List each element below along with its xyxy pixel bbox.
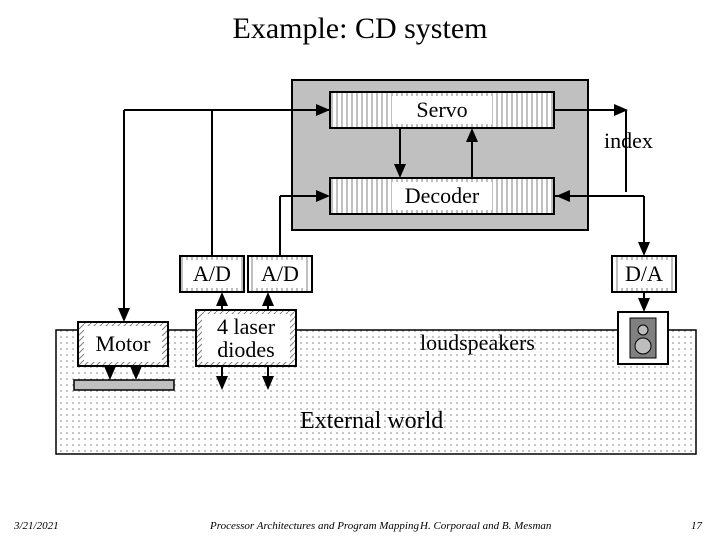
ad1-box-label: A/D xyxy=(180,256,244,292)
footer-page: 17 xyxy=(691,520,702,532)
decoder-box-label: Decoder xyxy=(330,178,554,214)
diodes-box-label: 4 laser diodes xyxy=(196,310,296,366)
footer-date: 3/21/2021 xyxy=(14,520,59,532)
motor-box-label: Motor xyxy=(78,322,168,366)
servo-box-label: Servo xyxy=(330,92,554,128)
external-world-label: External world xyxy=(300,408,443,435)
diodes-line1: 4 laser xyxy=(217,315,275,338)
loudspeakers-label: loudspeakers xyxy=(420,330,535,356)
index-label: index xyxy=(604,128,653,154)
footer-center: Processor Architectures and Program Mapp… xyxy=(210,520,419,532)
ad2-box-label: A/D xyxy=(248,256,312,292)
slide: Example: CD system Servo Decoder A/D A/D xyxy=(0,0,720,540)
footer-author: H. Corporaal and B. Mesman xyxy=(420,520,551,532)
da-box-label: D/A xyxy=(612,256,676,292)
diodes-line2: diodes xyxy=(217,338,274,361)
